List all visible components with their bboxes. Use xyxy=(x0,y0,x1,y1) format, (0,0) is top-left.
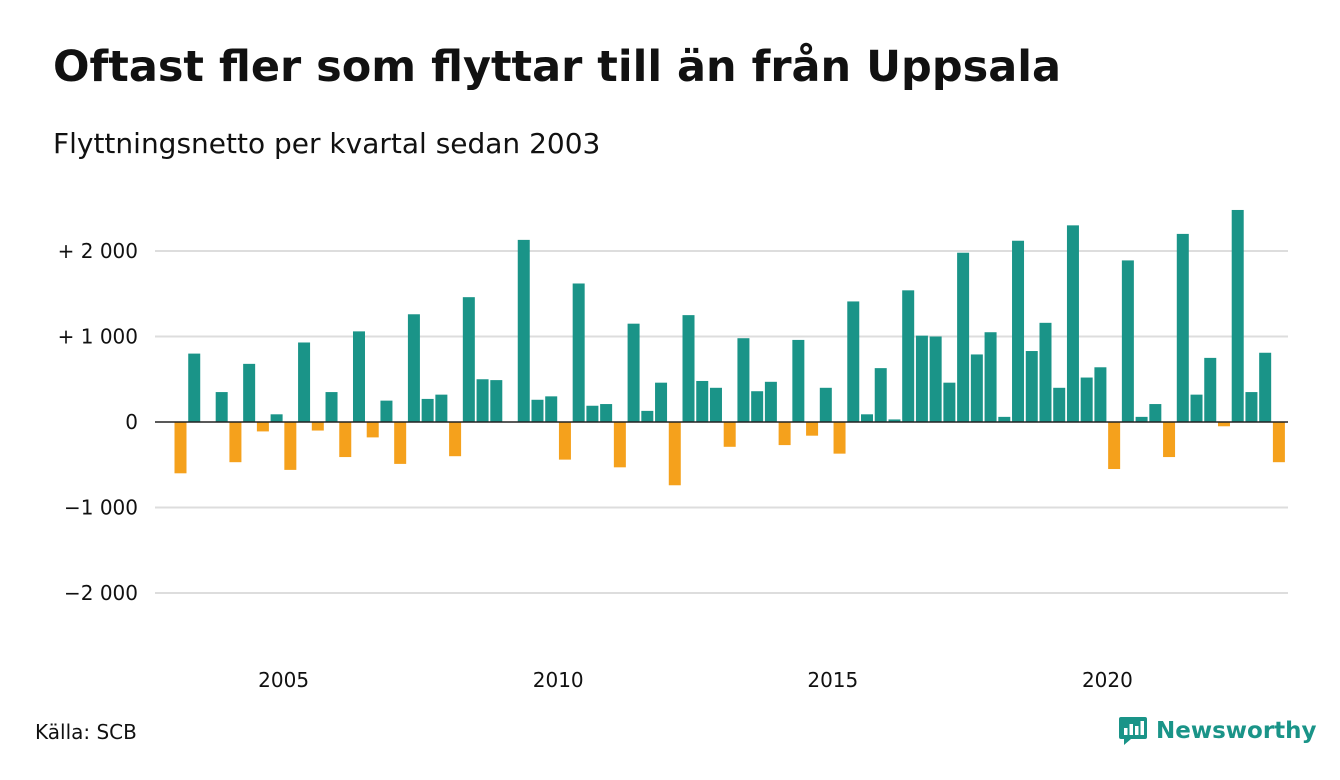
bar xyxy=(380,400,393,423)
bar xyxy=(861,414,873,423)
y-tick-label: + 2 000 xyxy=(58,239,138,263)
bar xyxy=(1135,416,1148,422)
bar xyxy=(1217,422,1230,427)
x-tick-label: 2020 xyxy=(1082,668,1133,692)
newsworthy-logo-icon xyxy=(1119,717,1147,745)
bar xyxy=(435,394,448,422)
bar xyxy=(1190,394,1203,422)
chart-title: Oftast fler som flyttar till än från Upp… xyxy=(53,42,1061,92)
bar xyxy=(778,422,791,446)
bar xyxy=(366,422,379,438)
bar xyxy=(531,399,544,422)
bar xyxy=(572,283,585,422)
bar xyxy=(545,396,558,422)
bar xyxy=(1231,209,1244,422)
bar xyxy=(957,252,970,422)
bar xyxy=(847,301,860,422)
bar xyxy=(655,382,668,422)
source-label: Källa: SCB xyxy=(35,720,137,744)
brand-logo: Newsworthy xyxy=(1118,713,1317,749)
bar xyxy=(1163,422,1176,458)
bar xyxy=(339,422,352,458)
bar xyxy=(517,239,530,422)
x-axis-labels: 2005 2010 2015 2020 xyxy=(258,668,1133,692)
bar xyxy=(407,314,420,422)
bar xyxy=(682,315,695,423)
bar xyxy=(984,332,997,423)
bar xyxy=(737,338,750,422)
bar xyxy=(1245,392,1258,422)
bar xyxy=(943,382,956,422)
bar xyxy=(764,381,777,422)
bar xyxy=(352,331,365,422)
bar xyxy=(1025,351,1038,422)
bar xyxy=(174,422,187,474)
bar xyxy=(696,380,709,422)
bar xyxy=(298,342,311,423)
bar xyxy=(270,414,283,423)
bar xyxy=(490,380,503,423)
bar xyxy=(1053,387,1066,422)
y-tick-label: 0 xyxy=(125,410,138,434)
y-tick-label: −2 000 xyxy=(64,581,138,605)
y-tick-label: −1 000 xyxy=(64,496,138,520)
bar xyxy=(284,422,297,470)
y-axis-labels: + 2 000 + 1 000 0 −1 000 −2 000 xyxy=(58,239,138,605)
brand-name: Newsworthy xyxy=(1156,718,1317,744)
bars xyxy=(174,209,1285,486)
bar xyxy=(394,422,407,464)
bar xyxy=(1176,233,1189,422)
bar xyxy=(819,387,832,422)
y-tick-label: + 1 000 xyxy=(58,325,138,349)
bar xyxy=(915,335,928,422)
bar xyxy=(215,392,228,422)
bar xyxy=(709,387,722,422)
bar xyxy=(723,422,736,447)
bar-chart: + 2 000 + 1 000 0 −1 000 −2 000 2005 2010 2015… xyxy=(58,209,1288,692)
bar xyxy=(1149,404,1162,423)
bar xyxy=(970,354,983,422)
bar xyxy=(792,339,805,422)
bar xyxy=(558,422,571,460)
bar xyxy=(668,422,681,486)
bar xyxy=(998,416,1011,422)
bar xyxy=(421,398,434,423)
bar xyxy=(449,422,462,457)
chart-subtitle: Flyttningsnetto per kvartal sedan 2003 xyxy=(53,127,601,160)
bar xyxy=(586,405,599,422)
bar xyxy=(1080,377,1093,422)
bar xyxy=(243,363,256,422)
bar xyxy=(229,422,242,463)
bar xyxy=(311,422,324,431)
bar xyxy=(902,290,915,422)
bar xyxy=(833,422,846,454)
x-tick-label: 2015 xyxy=(807,668,858,692)
bar xyxy=(806,422,819,436)
x-tick-label: 2005 xyxy=(258,668,309,692)
bar xyxy=(325,392,338,422)
bar xyxy=(751,391,764,422)
bar xyxy=(462,297,475,422)
bar xyxy=(1108,422,1121,470)
bar xyxy=(600,404,613,423)
bar xyxy=(1259,352,1272,423)
bar xyxy=(476,379,489,422)
bar xyxy=(888,419,901,423)
bar xyxy=(627,323,640,423)
gridlines xyxy=(155,250,1288,594)
bar xyxy=(1012,240,1025,422)
bar xyxy=(1039,322,1052,422)
bar xyxy=(874,368,887,422)
bar xyxy=(1272,422,1285,463)
x-tick-label: 2010 xyxy=(533,668,584,692)
bar xyxy=(641,410,654,422)
bar xyxy=(1066,225,1079,422)
bar xyxy=(1204,357,1217,423)
bar xyxy=(929,336,942,422)
bar xyxy=(256,422,269,432)
bar xyxy=(1094,367,1107,422)
bar xyxy=(1121,260,1134,422)
bar xyxy=(613,422,626,468)
bar xyxy=(188,353,201,422)
